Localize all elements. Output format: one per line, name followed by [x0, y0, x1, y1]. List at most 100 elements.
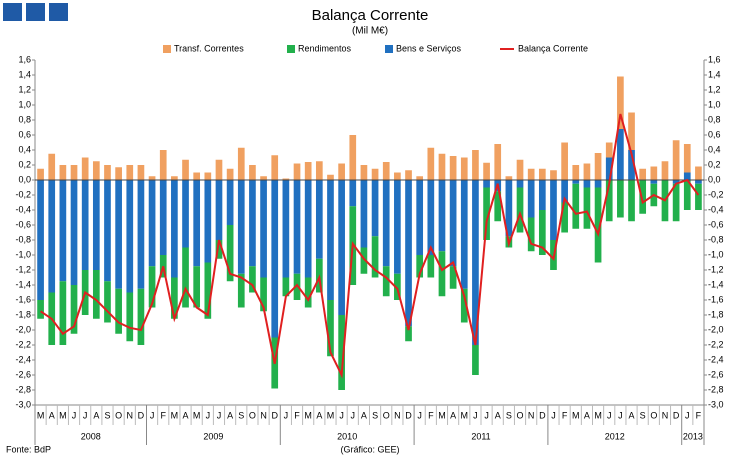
bar-segment: [104, 180, 111, 282]
x-tick-label: M: [304, 410, 312, 420]
bar-segment: [204, 262, 212, 319]
year-label: 2011: [471, 431, 490, 441]
y-tick-label-right: -0,8: [708, 234, 724, 244]
bar-segment: [271, 155, 279, 180]
bar-segment: [37, 180, 44, 300]
x-tick-label: O: [115, 410, 122, 420]
bar-segment: [327, 180, 334, 300]
logo-block: [49, 3, 68, 21]
x-tick-label: S: [104, 410, 110, 420]
bar-segment: [204, 172, 212, 180]
year-label: 2008: [81, 431, 101, 441]
x-tick-label: M: [594, 410, 602, 420]
bar-segment: [37, 168, 44, 180]
x-tick-label: J: [607, 410, 612, 420]
x-tick-label: S: [238, 410, 244, 420]
y-tick-label-right: -1,2: [708, 264, 724, 274]
bar-segment: [538, 210, 546, 255]
y-tick-label-right: 0,0: [708, 174, 721, 184]
bar-segment: [137, 288, 145, 345]
x-tick-label: N: [528, 410, 535, 420]
bar-segment: [249, 180, 256, 267]
bar-segment: [538, 180, 546, 210]
legend-swatch: [163, 45, 171, 53]
x-tick-label: S: [372, 410, 378, 420]
x-tick-label: J: [484, 410, 489, 420]
x-tick-label: A: [49, 410, 55, 420]
bar-segment: [561, 202, 568, 233]
x-tick-label: D: [271, 410, 278, 420]
bar-segment: [639, 180, 647, 214]
bar-segment: [561, 142, 568, 180]
bar-segment: [683, 144, 691, 173]
bar-segment: [672, 183, 680, 222]
bar-segment: [460, 288, 468, 323]
bar-segment: [695, 180, 702, 184]
bar-segment: [505, 176, 513, 180]
bar-segment: [583, 163, 591, 180]
x-tick-label: J: [206, 410, 211, 420]
x-tick-label: S: [640, 410, 646, 420]
y-tick-label-right: -2,8: [708, 384, 724, 394]
bar-segment: [360, 247, 368, 274]
year-label: 2010: [337, 431, 357, 441]
bar-segment: [416, 180, 424, 255]
bar-segment: [349, 180, 357, 207]
bar-segment: [661, 161, 669, 180]
x-tick-label: A: [227, 410, 233, 420]
bar-segment: [249, 266, 256, 293]
chart-title: Balança Corrente: [312, 7, 429, 24]
logo-block: [26, 3, 45, 21]
bar-segment: [683, 180, 691, 210]
bar-segment: [226, 180, 234, 225]
bar-segment: [617, 180, 624, 218]
x-tick-label: F: [562, 410, 568, 420]
bar-segment: [572, 165, 580, 180]
x-tick-label: D: [405, 410, 412, 420]
bar-segment: [48, 153, 56, 180]
y-tick-label: -2,2: [15, 339, 31, 349]
x-tick-label: A: [361, 410, 367, 420]
bar-segment: [594, 153, 602, 180]
y-tick-label-right: -1,8: [708, 309, 724, 319]
bar-segment: [683, 172, 691, 180]
y-tick-label: -0,8: [15, 234, 31, 244]
bar-segment: [271, 180, 279, 338]
y-tick-label: 1,2: [18, 84, 31, 94]
x-tick-label: N: [127, 410, 134, 420]
x-tick-label: O: [383, 410, 390, 420]
x-tick-label: J: [685, 410, 690, 420]
legend-label: Balança Corrente: [518, 43, 588, 53]
bar-segment: [171, 277, 178, 319]
bar-segment: [249, 165, 256, 180]
year-label: 2013: [683, 431, 703, 441]
bar-segment: [226, 225, 234, 282]
bar-segment: [304, 162, 312, 180]
bar-segment: [159, 150, 167, 180]
y-tick-label: -2,4: [15, 354, 31, 364]
bar-segment: [449, 180, 457, 267]
x-tick-label: J: [150, 410, 155, 420]
bar-segment: [70, 285, 78, 334]
bar-segment: [126, 180, 134, 293]
bar-segment: [92, 161, 100, 180]
x-tick-label: O: [249, 410, 256, 420]
x-tick-label: M: [193, 410, 201, 420]
bar-segment: [237, 180, 245, 274]
bar-segment: [427, 147, 435, 180]
y-tick-label: 1,6: [18, 54, 31, 64]
y-tick-label: -1,0: [15, 249, 31, 259]
bar-segment: [237, 147, 245, 180]
x-tick-label: M: [438, 410, 446, 420]
bar-segment: [282, 277, 290, 297]
bar-segment: [237, 273, 245, 308]
bar-segment: [382, 180, 390, 267]
bar-segment: [527, 168, 535, 180]
chart-subtitle: (Mil M€): [352, 26, 388, 37]
bar-segment: [371, 236, 379, 278]
x-tick-label: N: [394, 410, 401, 420]
bar-segment: [282, 178, 290, 180]
x-tick-label: F: [696, 410, 702, 420]
bar-segment: [550, 180, 557, 240]
bar-segment: [260, 176, 267, 180]
